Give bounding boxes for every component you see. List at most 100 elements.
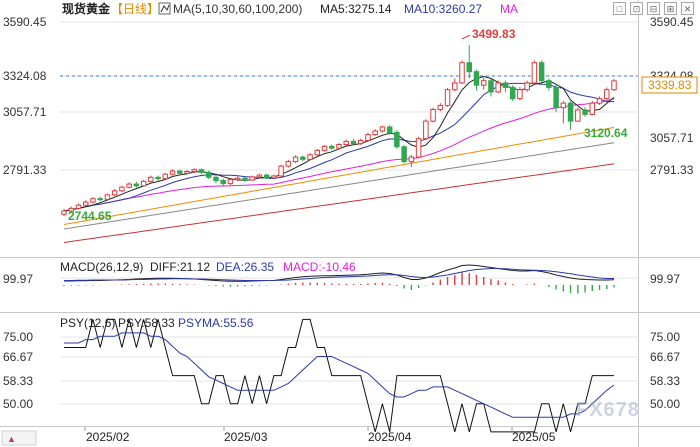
candle [437,103,444,112]
ma5-value: MA5:3275.14 [320,2,392,16]
candle-body [575,109,581,122]
candle-body [242,177,248,181]
corner-logo-mark: ▲ [7,434,16,444]
candle-body [509,86,516,100]
candle [162,172,169,180]
candle-body [300,156,306,160]
candle [604,87,610,101]
candle [242,176,248,182]
psy-y-58-left: 58.33 [3,374,33,388]
close-icon[interactable]: ✕ [681,2,694,15]
y-tick-left-3057: 3057.71 [3,105,47,119]
y-tick-3057: 3057.71 [650,131,694,145]
ma60-line [63,126,615,225]
candle-body [82,201,89,206]
candle-body [546,80,552,88]
high-marker-icon [461,34,471,40]
swatch-candle-icon [160,4,170,13]
candle [611,78,617,92]
candle [177,169,183,176]
candle-body [379,126,386,132]
candle-body [589,102,596,115]
candle [300,155,306,162]
candle [213,175,219,184]
candle [97,196,103,202]
candle-body [198,169,205,173]
candle [133,181,140,188]
candle [596,96,603,105]
candle [285,159,292,168]
maximize-icon[interactable]: ⊞ [664,2,677,15]
candle-body [372,130,378,136]
candle [567,101,574,130]
ma10-line [63,82,614,212]
macd-y-tick-left: 99.97 [3,272,33,286]
ma-more: MA [500,2,518,16]
low-feb-annotation: 2744.65 [68,209,112,223]
candle [495,80,501,94]
candle [119,185,125,193]
ma30-line [63,98,615,212]
candle-body [155,176,161,180]
candle-body [169,170,176,175]
candle-body [437,104,444,110]
current-price-box [641,76,698,94]
minimize-icon[interactable]: ⊟ [647,2,660,15]
candle-body [560,102,567,109]
macd-diff: DIFF:21.12 [150,260,210,274]
date-label-feb: 2025/02 [86,430,130,444]
candle [82,200,89,207]
candle-body [502,82,509,88]
candle-body [329,145,335,149]
psy-y-66-left: 66.67 [3,350,33,364]
window-icon[interactable]: ⊡ [630,2,643,15]
candle [263,173,270,180]
period-label[interactable]: 【日线】 [111,2,159,16]
candle-body [90,198,96,203]
candle [459,60,465,85]
y-tick-left-3324: 3324.08 [3,69,47,83]
candle-body [97,198,103,201]
candle [278,164,284,177]
candle [126,182,132,189]
candle [314,149,321,157]
grid [60,21,638,405]
candle [140,180,147,187]
candle-body [430,108,436,122]
candle-body [184,170,190,174]
current-price-label: 3339.83 [648,78,692,92]
candle [415,136,422,159]
candle-body [444,89,451,106]
candle-body [611,80,617,91]
candlesticks [61,44,617,216]
candle-body [234,177,241,181]
psy-y-66-right: 66.67 [650,350,680,364]
macd-title: MACD(26,12,9) [60,260,143,274]
ma100-line [63,142,615,230]
candle-body [488,80,494,93]
date-label-apr: 2025/04 [368,430,412,444]
candle [343,139,349,146]
candle [524,80,530,92]
candle-body [524,82,530,91]
candle [480,77,487,90]
macd-value: MACD:-10.46 [283,260,356,274]
candle-body [126,183,132,188]
candle [488,78,494,97]
candle-body [307,154,313,160]
candle [191,168,198,174]
macd-diff-line [64,264,615,282]
candle-body [567,102,574,122]
psy-y-75-right: 75.00 [650,330,680,344]
candle-body [596,98,603,104]
candle-body [133,183,140,187]
psy-y-58-right: 58.33 [650,374,680,388]
restore-icon[interactable]: □ [613,2,626,15]
candle [227,177,234,185]
psyma-value: PSYMA:55.56 [178,316,254,330]
candle-body [350,140,357,145]
y-tick-3590: 3590.45 [650,15,694,29]
macd-dea-line [64,268,614,281]
